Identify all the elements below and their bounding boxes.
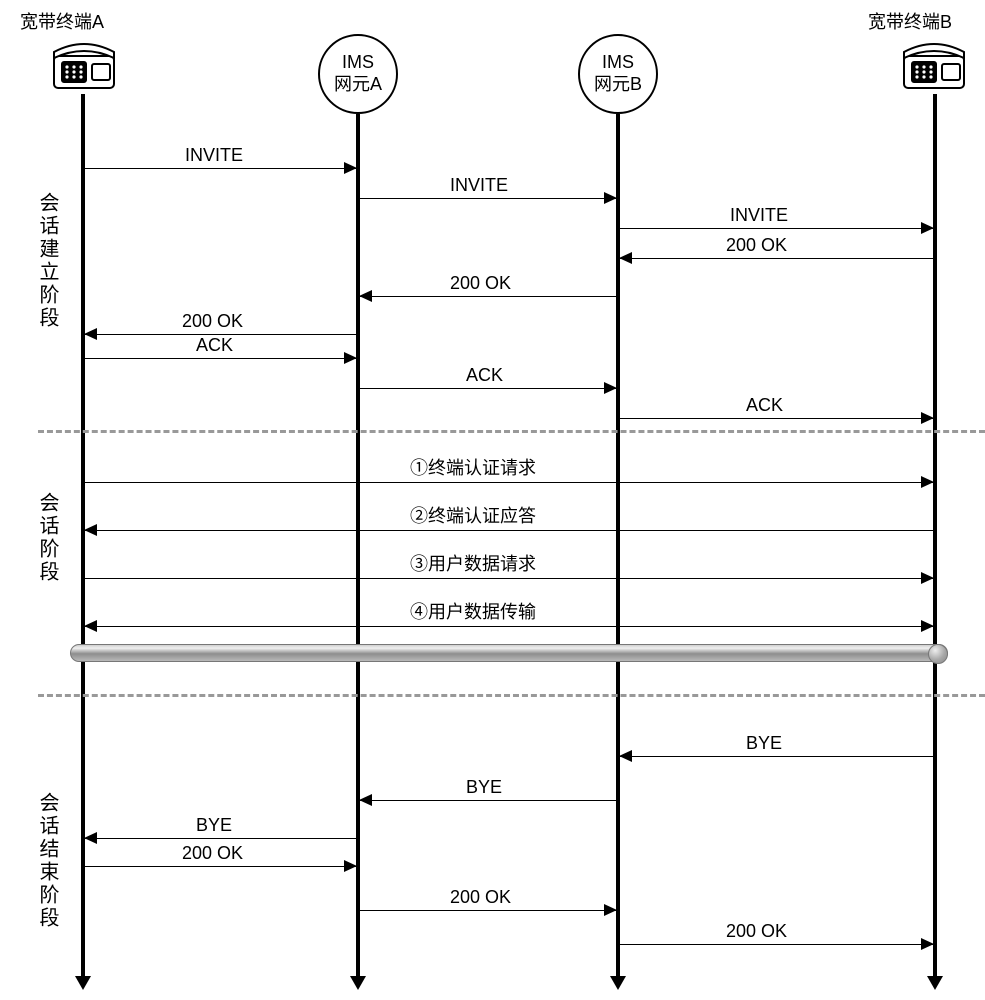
- message-label: INVITE: [730, 205, 788, 226]
- message-label: INVITE: [185, 145, 243, 166]
- ims-a-top: IMS: [342, 52, 374, 74]
- message-arrow: [360, 800, 616, 801]
- message-label: 200 OK: [182, 311, 243, 332]
- ims-a-bot: 网元A: [334, 74, 382, 96]
- message-arrow: [620, 756, 933, 757]
- phase-establish-label: 会话建立阶段: [33, 192, 62, 330]
- phase-session-label: 会话阶段: [33, 492, 62, 584]
- message-label: BYE: [746, 733, 782, 754]
- message-arrow: [85, 626, 933, 627]
- ims-b-bot: 网元B: [594, 74, 642, 96]
- phase-end-label: 会话结束阶段: [33, 792, 62, 930]
- message-arrow: [85, 866, 356, 867]
- message-label: ACK: [746, 395, 783, 416]
- message-arrow: [360, 910, 616, 911]
- message-arrow: [85, 358, 356, 359]
- message-arrow: [85, 482, 933, 483]
- lifeline: [616, 114, 620, 978]
- lifeline: [356, 114, 360, 978]
- ims-b-top: IMS: [602, 52, 634, 74]
- message-label: ②终端认证应答: [410, 502, 536, 528]
- message-label: ACK: [466, 365, 503, 386]
- message-label: 200 OK: [726, 235, 787, 256]
- phone-icon: [48, 34, 120, 99]
- message-label: ④用户数据传输: [410, 598, 536, 624]
- divider: [38, 694, 985, 697]
- message-arrow: [620, 944, 933, 945]
- message-arrow: [85, 838, 356, 839]
- message-label: INVITE: [450, 175, 508, 196]
- terminal-b-label: 宽带终端B: [868, 8, 952, 34]
- message-arrow: [85, 168, 356, 169]
- message-label: ACK: [196, 335, 233, 356]
- message-arrow: [360, 388, 616, 389]
- terminal-a-label: 宽带终端A: [20, 8, 104, 34]
- data-pipe: [70, 644, 948, 662]
- message-arrow: [620, 228, 933, 229]
- message-label: 200 OK: [450, 273, 511, 294]
- message-label: 200 OK: [182, 843, 243, 864]
- message-arrow: [360, 296, 616, 297]
- ims-node-b: IMS 网元B: [578, 34, 658, 114]
- lifeline: [81, 94, 85, 978]
- message-arrow: [85, 578, 933, 579]
- phone-icon: [898, 34, 970, 99]
- message-arrow: [85, 530, 933, 531]
- message-arrow: [620, 418, 933, 419]
- divider: [38, 430, 985, 433]
- message-label: 200 OK: [450, 887, 511, 908]
- sequence-diagram: 宽带终端A 宽带终端B: [0, 0, 985, 1000]
- message-label: 200 OK: [726, 921, 787, 942]
- message-label: BYE: [196, 815, 232, 836]
- message-label: ③用户数据请求: [410, 550, 536, 576]
- message-arrow: [620, 258, 933, 259]
- ims-node-a: IMS 网元A: [318, 34, 398, 114]
- message-label: ①终端认证请求: [410, 454, 536, 480]
- message-label: BYE: [466, 777, 502, 798]
- message-arrow: [360, 198, 616, 199]
